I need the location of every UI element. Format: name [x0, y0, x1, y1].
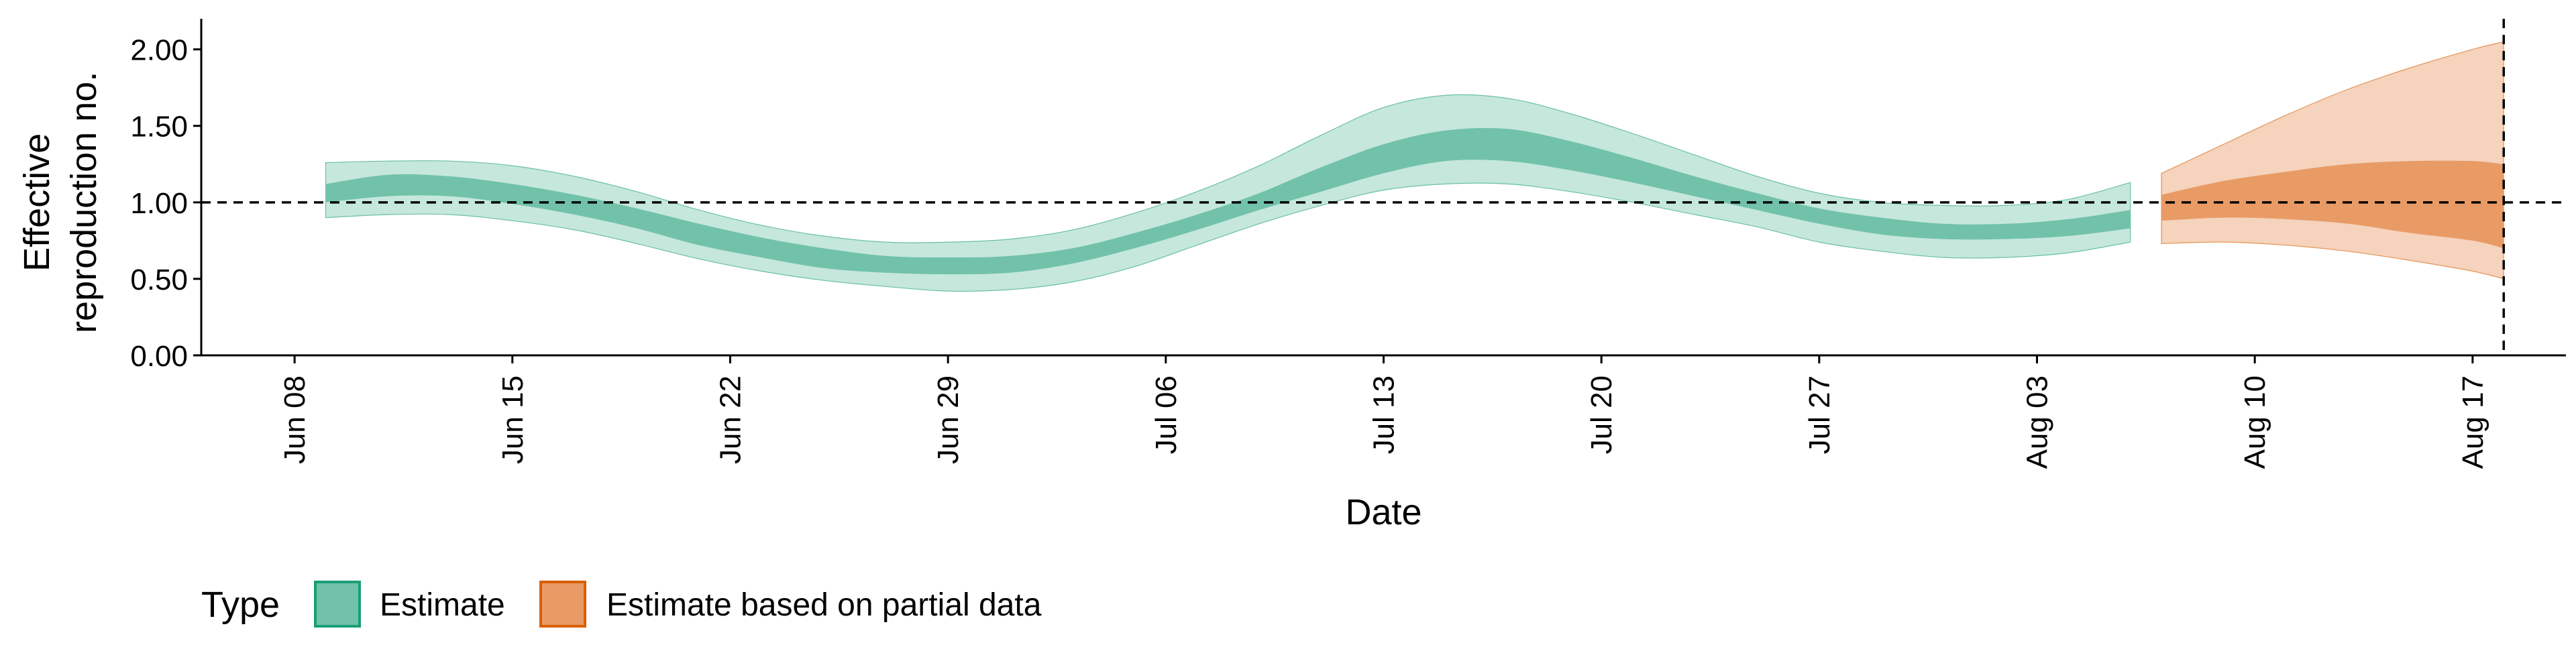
y-tick-label: 0.50 — [130, 263, 188, 296]
y-tick-label: 1.00 — [130, 187, 188, 220]
y-axis-title-line-2: reproduction no. — [64, 72, 104, 333]
x-axis-title: Date — [1345, 492, 1421, 532]
series-0-inner-band — [325, 127, 2131, 275]
x-tick-label: Aug 03 — [2021, 375, 2054, 469]
y-axis-title-line-1: Effective — [17, 133, 57, 272]
x-tick-label: Aug 10 — [2239, 375, 2271, 469]
legend-swatch-partial — [539, 581, 586, 628]
series-1-outer-band — [2161, 41, 2504, 280]
series-0-outer-band — [325, 94, 2131, 292]
x-tick-label: Jun 15 — [496, 375, 529, 464]
x-tick-label: Jul 27 — [1803, 375, 1836, 454]
y-tick-label: 0.00 — [130, 340, 188, 373]
x-tick-label: Jun 22 — [714, 375, 747, 464]
x-tick-label: Jul 06 — [1150, 375, 1183, 454]
legend-label-partial: Estimate based on partial data — [606, 587, 1042, 623]
x-tick-label: Jul 20 — [1585, 375, 1618, 454]
series-1-inner-band — [2161, 160, 2504, 249]
x-tick-label: Jun 29 — [932, 375, 965, 464]
x-tick-label: Jul 13 — [1368, 375, 1401, 454]
legend-title: Type — [201, 585, 280, 625]
y-tick-label: 2.00 — [130, 34, 188, 67]
y-tick-label: 1.50 — [130, 111, 188, 143]
x-tick-label: Jun 08 — [278, 375, 311, 464]
x-tick-label: Aug 17 — [2457, 375, 2489, 469]
legend-label-estimate: Estimate — [380, 587, 505, 623]
legend-swatch-estimate — [314, 581, 361, 628]
